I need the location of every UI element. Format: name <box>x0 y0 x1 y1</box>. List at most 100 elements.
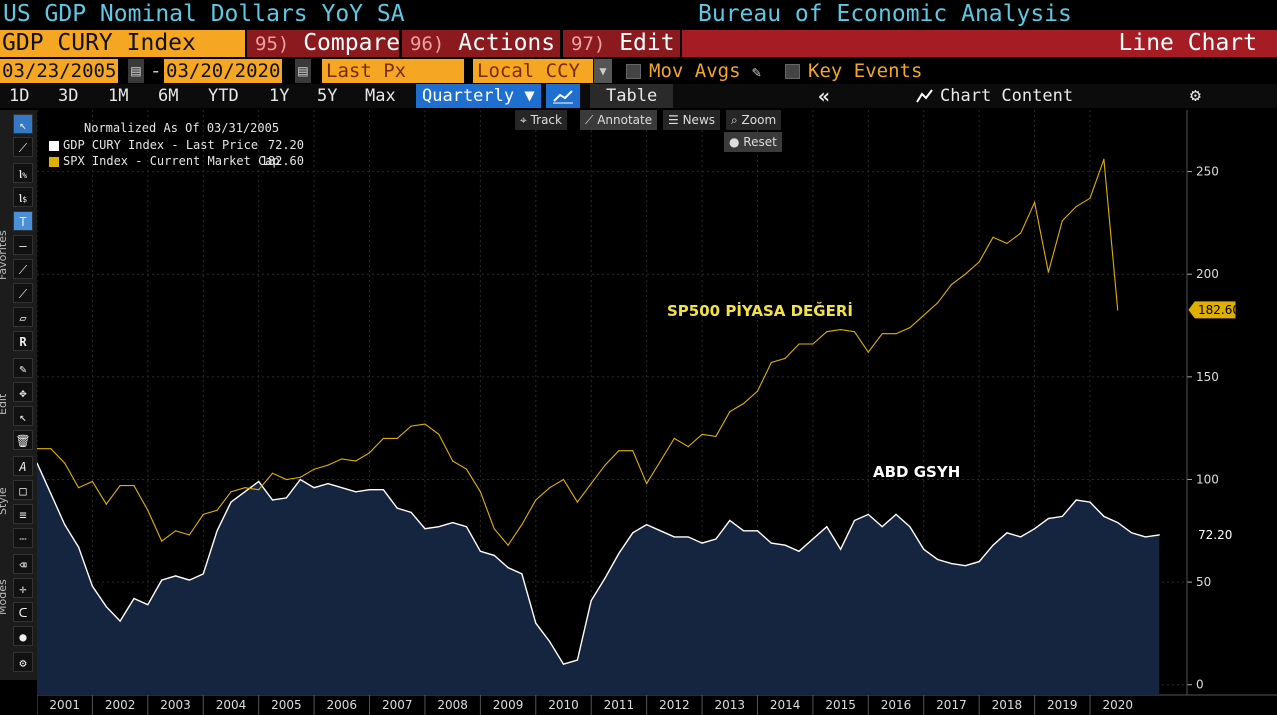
spx-point <box>1103 158 1105 160</box>
chevron-down-icon[interactable]: ▼ <box>594 59 612 83</box>
spx-point <box>632 450 634 452</box>
cursor-icon[interactable]: ↖ <box>13 114 33 134</box>
gdp-point <box>368 489 371 491</box>
collapse-icon[interactable]: « <box>818 84 831 108</box>
news-tool[interactable]: ☰ News <box>663 110 721 130</box>
legend-swatch-gdp <box>49 140 59 151</box>
gdp-point <box>382 489 384 491</box>
channel-icon[interactable]: ▱ <box>13 307 33 327</box>
frequency-dropdown[interactable]: Quarterly ▼ <box>416 84 541 108</box>
line-style-icon[interactable]: ┄ <box>13 528 33 548</box>
font-style-icon[interactable]: A <box>13 456 33 476</box>
spx-point <box>964 273 966 275</box>
calendar-icon[interactable]: ▤ <box>295 59 311 83</box>
edit-label: Edit <box>619 30 675 56</box>
period-1y[interactable]: 1Y <box>269 86 290 106</box>
start-date-field[interactable]: 03/23/2005 <box>0 59 119 83</box>
end-date-field[interactable]: 03/20/2020 <box>164 59 283 83</box>
gdp-point <box>1061 515 1063 518</box>
table-button[interactable]: Table <box>590 84 674 108</box>
actions-button[interactable]: 96) Actions ▾ <box>402 30 578 57</box>
edit-number: 97) <box>571 33 606 55</box>
gdp-series-line[interactable] <box>37 462 1160 666</box>
zoom-tool[interactable]: ⌕ Zoom <box>726 110 782 130</box>
security-input[interactable]: GDP CURY Index <box>0 30 245 57</box>
move-icon[interactable]: ✥ <box>13 382 33 402</box>
crosshair-icon[interactable]: ✛ <box>13 578 33 598</box>
gdp-point <box>881 526 883 528</box>
gdp-point <box>1158 534 1160 536</box>
gdp-annotation[interactable]: ABD GSYH <box>873 463 960 481</box>
dollar-measure-icon[interactable]: Ⲓ$ <box>13 187 33 207</box>
horizontal-line-icon[interactable]: — <box>13 235 33 255</box>
select-icon[interactable]: ↖ <box>13 406 33 426</box>
period-3d[interactable]: 3D <box>58 86 79 106</box>
brush-icon[interactable]: ✎ <box>13 358 33 378</box>
spx-point <box>410 425 412 427</box>
gdp-point <box>937 558 939 561</box>
palette-icon[interactable]: ● <box>13 626 33 646</box>
key-events-toggle[interactable]: Key Events <box>785 59 922 83</box>
spx-point <box>1020 232 1022 234</box>
period-max[interactable]: Max <box>365 86 396 106</box>
percent-measure-icon[interactable]: Ⲓ% <box>13 163 33 183</box>
line-chart-icon[interactable] <box>546 84 580 108</box>
spx-point <box>299 476 301 479</box>
period-5y[interactable]: 5Y <box>317 86 338 106</box>
currency-dropdown[interactable]: Local CCY <box>473 59 593 83</box>
fill-color-icon[interactable]: □ <box>13 480 33 500</box>
spx-annotation[interactable]: SP500 PİYASA DEĞERİ <box>667 301 853 320</box>
spx-point <box>1006 242 1008 245</box>
gdp-point <box>756 530 759 532</box>
period-ytd[interactable]: YTD <box>208 86 239 106</box>
spx-point <box>1047 271 1050 273</box>
spx-point <box>756 390 759 392</box>
track-tool[interactable]: ⌖ Track <box>515 110 567 130</box>
trend-line-icon[interactable]: ⟋ <box>13 259 33 279</box>
style-section-label: Style <box>0 487 9 515</box>
spx-point <box>271 472 274 474</box>
gdp-point <box>327 482 329 485</box>
legend-item-gdp[interactable]: GDP CURY Index - Last Price 72.20 <box>49 138 304 152</box>
price-field-dropdown[interactable]: Last Px <box>322 59 464 83</box>
edit-button[interactable]: 97) Edit ▾ <box>563 30 697 57</box>
trash-icon[interactable]: 🗑 <box>13 430 33 450</box>
x-tick-label: 2013 <box>714 698 745 712</box>
period-1m[interactable]: 1M <box>108 86 129 106</box>
legend-item-spx[interactable]: SPX Index - Current Market Cap 182.60 <box>49 154 304 168</box>
spx-point <box>701 433 703 435</box>
checkbox-icon[interactable] <box>785 64 800 79</box>
gdp-point <box>562 663 565 665</box>
spx-point <box>64 462 66 464</box>
magnet-icon[interactable]: ᑕ <box>13 602 33 622</box>
settings-icon[interactable]: ⚙ <box>13 652 33 672</box>
mov-avgs-toggle[interactable]: Mov Avgs ✎ <box>626 59 761 83</box>
y-tick-label: 150 <box>1196 370 1219 384</box>
line-draw-icon[interactable]: ⟋ <box>13 137 33 157</box>
spx-point <box>743 402 745 405</box>
pencil-icon[interactable]: ✎ <box>751 63 761 81</box>
r-tool-icon[interactable]: R <box>13 331 33 351</box>
spx-point <box>549 487 551 489</box>
annotate-tool[interactable]: ⟋ Annotate <box>580 110 658 130</box>
gdp-point <box>729 519 731 522</box>
ray-line-icon[interactable]: ⟋ <box>13 283 33 303</box>
eraser-icon[interactable]: ⌫ <box>13 554 33 574</box>
calendar-icon[interactable]: ▤ <box>128 59 144 83</box>
gdp-point <box>992 544 994 546</box>
compare-button[interactable]: 95) Compare <box>247 30 400 57</box>
gdp-point <box>673 536 675 538</box>
gear-icon[interactable]: ⚙ <box>1190 85 1201 106</box>
dollar-tool-label: $ <box>22 195 28 204</box>
chart-content-button[interactable]: Chart Content <box>940 86 1074 106</box>
spx-point <box>465 468 468 470</box>
period-6m[interactable]: 6M <box>158 86 179 106</box>
text-tool-icon[interactable]: T <box>13 211 33 231</box>
gdp-point <box>1006 532 1008 534</box>
checkbox-icon[interactable] <box>626 64 641 79</box>
line-weight-icon[interactable]: ≡ <box>13 504 33 524</box>
period-1d[interactable]: 1D <box>9 86 30 106</box>
chart-content-icon[interactable] <box>916 84 934 108</box>
reset-button[interactable]: ● Reset <box>724 132 782 152</box>
date-separator: - <box>150 60 162 82</box>
